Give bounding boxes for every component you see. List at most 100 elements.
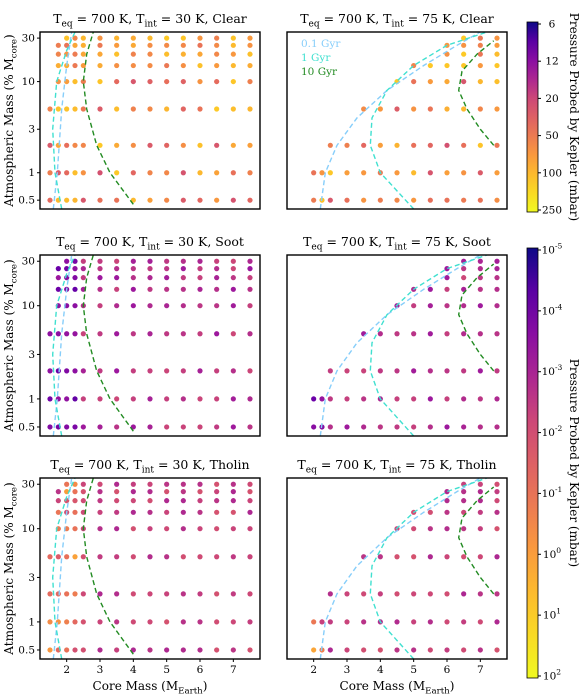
scatter-points — [311, 481, 500, 653]
data-point — [477, 647, 483, 653]
data-point — [461, 197, 467, 203]
data-point — [197, 106, 203, 112]
data-point — [494, 526, 500, 532]
data-point — [47, 396, 53, 402]
colorbar-tick-label: 101 — [543, 607, 561, 622]
data-point — [130, 275, 136, 281]
data-point — [230, 142, 236, 148]
data-point — [164, 498, 170, 504]
y-tick-label: 1 — [28, 167, 35, 179]
data-point — [130, 554, 136, 560]
data-point — [147, 303, 153, 309]
data-point — [444, 170, 450, 176]
data-point — [147, 509, 153, 515]
data-point — [230, 489, 236, 495]
data-point — [247, 526, 253, 532]
data-point — [344, 142, 350, 148]
data-point — [64, 647, 70, 653]
y-tick-label: 3 — [28, 349, 35, 361]
x-axis-label: Core Mass (MEarth) — [93, 679, 208, 697]
y-axis-label: Atmospheric Mass (% Mcore) — [2, 259, 20, 432]
data-point — [427, 62, 433, 69]
data-point — [197, 303, 203, 309]
curve-1gyr — [51, 478, 76, 659]
data-point — [461, 106, 467, 112]
data-point — [114, 258, 120, 264]
data-point — [427, 286, 433, 292]
data-point — [72, 647, 78, 653]
data-point — [147, 526, 153, 532]
data-point — [230, 554, 236, 560]
colorbar-tick-label: 10-4 — [542, 302, 563, 317]
legend-entry: 1 Gyr — [301, 52, 331, 64]
data-point — [394, 591, 400, 597]
data-point — [477, 554, 483, 560]
data-point — [247, 78, 253, 85]
data-point — [180, 424, 186, 430]
data-point — [147, 51, 153, 57]
data-point — [97, 170, 103, 176]
curve-10gyr — [82, 255, 134, 432]
data-point — [247, 51, 253, 57]
panel-title: Teq = 700 K, Tint = 75 K, Clear — [300, 11, 494, 30]
data-point — [72, 498, 78, 504]
data-point — [494, 35, 500, 41]
data-point — [180, 619, 186, 625]
data-point — [47, 368, 53, 374]
data-point — [247, 170, 253, 176]
data-point — [361, 619, 367, 625]
data-point — [130, 258, 136, 264]
data-point — [55, 142, 61, 148]
data-point — [130, 509, 136, 515]
data-point — [494, 424, 500, 430]
data-point — [180, 258, 186, 264]
x-tick-label: 4 — [130, 664, 137, 676]
data-point — [311, 619, 317, 625]
data-point — [230, 619, 236, 625]
data-point — [494, 509, 500, 515]
data-point — [361, 424, 367, 430]
data-point — [55, 51, 61, 57]
data-point — [64, 396, 70, 402]
data-point — [461, 266, 467, 272]
data-point — [427, 509, 433, 515]
data-point — [494, 42, 500, 48]
data-point — [47, 142, 53, 148]
data-point — [55, 286, 61, 292]
data-point — [147, 258, 153, 264]
data-point — [247, 481, 253, 487]
data-point — [72, 106, 78, 112]
data-point — [461, 275, 467, 281]
data-point — [130, 368, 136, 374]
x-tick-label: 2 — [310, 664, 317, 676]
data-point — [55, 62, 61, 69]
data-point — [180, 368, 186, 374]
data-point — [230, 275, 236, 281]
x-tick-label: 5 — [163, 664, 170, 676]
colorbar-label: Pressure Probed by Kepler (mbar) — [567, 359, 581, 567]
panel-title: Teq = 700 K, Tint = 75 K, Tholin — [297, 457, 496, 476]
data-point — [247, 275, 253, 281]
data-point — [164, 489, 170, 495]
data-point — [394, 106, 400, 112]
data-point — [164, 286, 170, 292]
data-point — [444, 78, 450, 85]
curve-1gyr — [51, 32, 76, 209]
data-point — [214, 286, 220, 292]
data-point — [114, 647, 120, 653]
data-point — [494, 368, 500, 374]
y-tick-label: 10 — [22, 523, 35, 535]
data-point — [114, 509, 120, 515]
data-point — [55, 509, 61, 515]
x-tick-label: 3 — [344, 664, 351, 676]
data-point — [197, 498, 203, 504]
data-point — [361, 647, 367, 653]
data-point — [47, 591, 53, 597]
data-point — [214, 591, 220, 597]
data-point — [327, 170, 333, 176]
data-point — [130, 62, 136, 69]
data-point — [494, 78, 500, 85]
data-point — [427, 78, 433, 85]
data-point — [147, 170, 153, 176]
data-point — [164, 368, 170, 374]
